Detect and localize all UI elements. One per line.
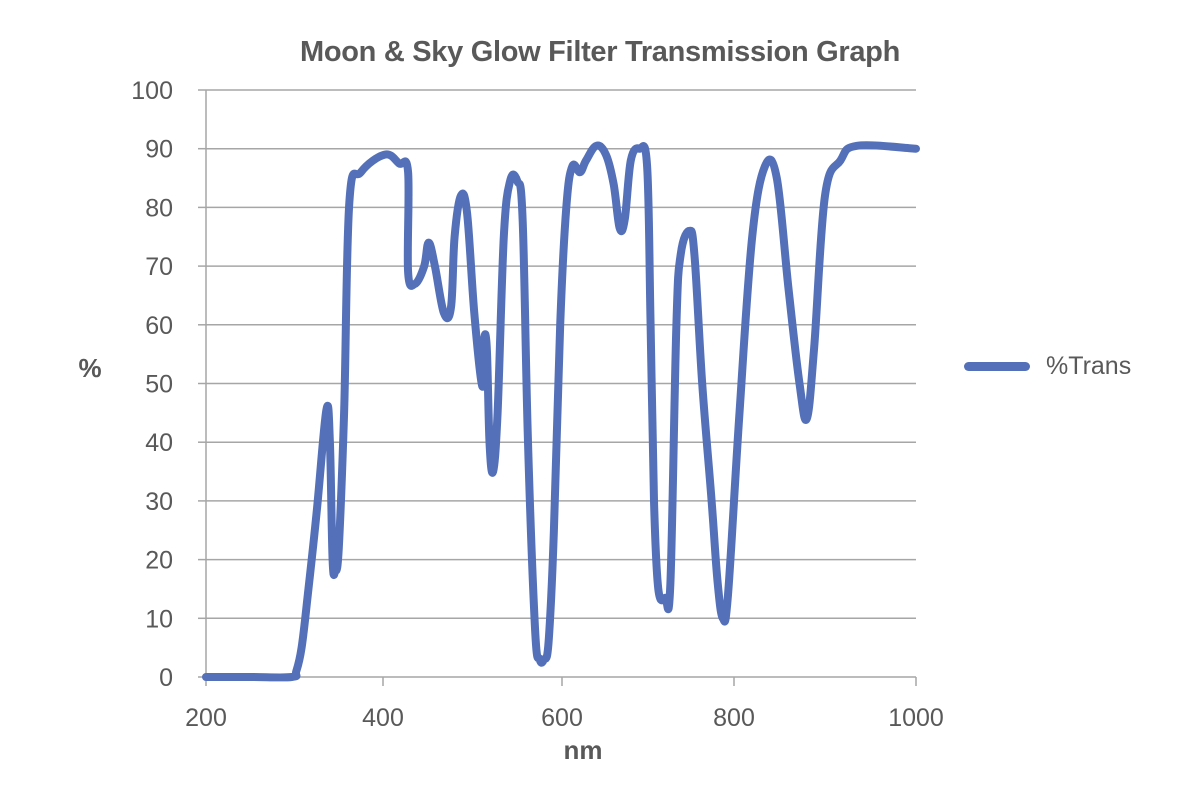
x-axis-tick-labels: 200 400 600 800 1000	[185, 704, 944, 732]
x-tick-label: 200	[185, 704, 227, 732]
legend: %Trans	[964, 352, 1131, 381]
y-axis-title: %	[78, 353, 101, 383]
x-tick-label: 800	[713, 704, 755, 732]
series-line-trans	[202, 141, 920, 682]
y-tick-label: 0	[159, 664, 173, 692]
y-tick-label: 70	[145, 253, 173, 281]
x-tick-label: 1000	[888, 704, 944, 732]
chart-title: Moon & Sky Glow Filter Transmission Grap…	[299, 36, 901, 68]
x-axis-title: nm	[564, 735, 603, 765]
y-tick-label: 80	[145, 194, 173, 222]
y-tick-label: 40	[145, 429, 173, 457]
x-tick-label: 400	[362, 704, 404, 732]
legend-label: %Trans	[1046, 352, 1132, 380]
y-tick-label: 30	[145, 488, 173, 516]
x-tick-label: 600	[541, 704, 583, 732]
y-tick-label: 60	[145, 312, 173, 340]
legend-swatch-icon	[964, 362, 1030, 371]
y-tick-label: 100	[131, 77, 173, 105]
y-axis-tick-labels: 0 10 20 30 40 50 60 70 80 90 100	[131, 77, 173, 692]
y-tick-label: 20	[145, 547, 173, 575]
y-tick-label: 10	[145, 605, 173, 633]
y-tick-label: 90	[145, 136, 173, 164]
y-tick-label: 50	[145, 371, 173, 399]
